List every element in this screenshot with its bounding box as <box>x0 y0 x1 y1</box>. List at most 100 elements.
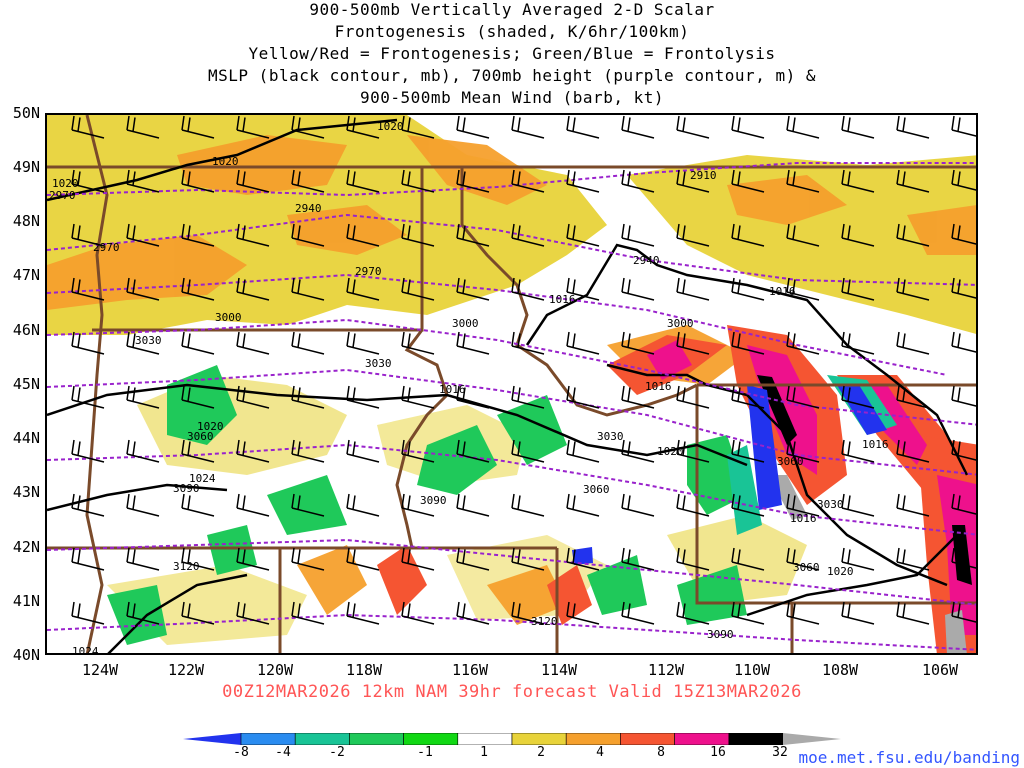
lon-label-108w: 108W <box>821 661 859 679</box>
wind-barb <box>511 331 545 355</box>
wind-barb <box>236 493 270 517</box>
wind-barb <box>456 601 490 625</box>
wind-barb <box>786 547 820 571</box>
title-line-5: 900-500mb Mean Wind (barb, kt) <box>360 88 664 107</box>
wind-barb <box>566 169 600 193</box>
wind-barb <box>401 223 435 247</box>
wind-barb <box>236 277 270 301</box>
colorbar-cell <box>349 733 404 745</box>
height-label: 3060 <box>187 430 214 443</box>
wind-barb <box>401 601 435 625</box>
wind-barb <box>71 439 105 463</box>
wind-barb <box>676 547 710 571</box>
wind-barb <box>621 601 655 625</box>
mslp-label: 1016 <box>549 293 576 306</box>
wind-barb <box>181 547 215 571</box>
wind-barb <box>511 115 545 139</box>
wind-barb <box>841 223 875 247</box>
lat-label-50n: 50N <box>12 104 40 122</box>
wind-barb <box>566 277 600 301</box>
lat-label-46n: 46N <box>12 321 40 339</box>
height-label: 2970 <box>49 189 76 202</box>
height-label: 2940 <box>633 254 660 267</box>
frontolysis-blue <box>572 385 887 565</box>
wind-barb <box>456 385 490 409</box>
wind-barb <box>126 223 160 247</box>
wind-barb <box>896 331 930 355</box>
wind-barb <box>126 331 160 355</box>
mslp-label: 1020 <box>52 177 79 190</box>
wind-barb <box>401 331 435 355</box>
wind-barb <box>786 331 820 355</box>
mslp-label: 1016 <box>862 438 889 451</box>
colorbar-cell <box>620 733 675 745</box>
wind-barb <box>676 493 710 517</box>
wind-barb <box>621 493 655 517</box>
wind-barb <box>511 547 545 571</box>
wind-barb <box>841 601 875 625</box>
wind-barb <box>346 115 380 139</box>
wind-barb <box>621 223 655 247</box>
wind-barb <box>841 493 875 517</box>
wind-barb <box>456 547 490 571</box>
wind-barb <box>896 385 930 409</box>
wind-barb <box>841 331 875 355</box>
wind-barb <box>456 223 490 247</box>
wind-barb <box>456 439 490 463</box>
wind-barb <box>401 439 435 463</box>
wind-barb <box>731 169 765 193</box>
height-label: 2970 <box>93 241 120 254</box>
map-canvas: 1020 1020 1020 1016 1016 1016 1016 1020 … <box>47 115 976 655</box>
lon-label-116w: 116W <box>451 661 489 679</box>
wind-barb <box>181 277 215 301</box>
wind-barb <box>676 385 710 409</box>
wind-barb <box>291 547 325 571</box>
colorbar-label: 2 <box>537 745 545 760</box>
wind-barb <box>566 385 600 409</box>
wind-barb <box>896 439 930 463</box>
lat-label-45n: 45N <box>12 375 40 393</box>
wind-barb <box>731 115 765 139</box>
wind-barb <box>456 169 490 193</box>
lat-label-48n: 48N <box>12 212 40 230</box>
wind-barb <box>951 169 976 191</box>
wind-barb <box>676 601 710 625</box>
wind-barb <box>71 277 105 301</box>
wind-barb <box>511 277 545 301</box>
colorbar-cell <box>565 733 621 745</box>
wind-barb <box>291 601 325 625</box>
wind-barb <box>566 115 600 139</box>
colorbar-label: 1 <box>480 745 488 760</box>
mslp-label: 1016 <box>790 512 817 525</box>
wind-barb <box>786 115 820 139</box>
wind-barb <box>126 277 160 301</box>
wind-barb <box>71 223 105 247</box>
wind-barb <box>511 169 545 193</box>
height-label: 3000 <box>667 317 694 330</box>
wind-barb <box>71 493 105 517</box>
wind-barb <box>291 115 325 139</box>
wind-barb <box>456 277 490 301</box>
wind-barb <box>346 331 380 355</box>
wind-barb <box>291 277 325 301</box>
wind-barb <box>786 223 820 247</box>
wind-barb <box>841 439 875 463</box>
wind-barb <box>126 439 160 463</box>
wind-barb <box>621 169 655 193</box>
height-label: 3000 <box>215 311 242 324</box>
wind-barb <box>731 331 765 355</box>
height-label: 3120 <box>531 615 558 628</box>
wind-barb <box>346 385 380 409</box>
wind-barb <box>236 331 270 355</box>
mslp-label: 1024 <box>72 645 99 655</box>
wind-barb <box>126 115 160 139</box>
wind-barb <box>346 223 380 247</box>
wind-barb <box>621 277 655 301</box>
credit-link[interactable]: moe.met.fsu.edu/banding <box>798 748 1020 767</box>
lon-label-114w: 114W <box>540 661 578 679</box>
wind-barb <box>896 223 930 247</box>
colorbar-label: -1 <box>417 745 433 760</box>
colorbar-label: 32 <box>772 745 788 760</box>
colorbar-cell <box>240 733 296 745</box>
wind-barb <box>346 169 380 193</box>
